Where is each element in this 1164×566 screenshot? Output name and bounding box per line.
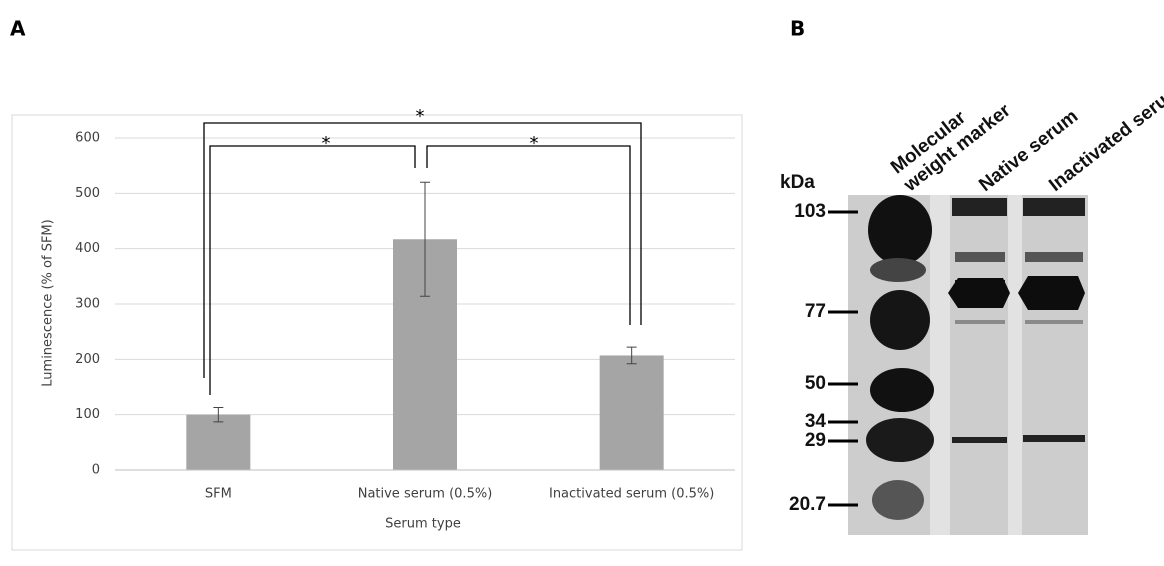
- y-tick-label: 100: [75, 407, 100, 422]
- marker-label: 34: [805, 411, 827, 432]
- y-tick-label: 500: [75, 186, 100, 201]
- significance-label: *: [530, 133, 539, 154]
- gel-image: [848, 195, 1088, 535]
- y-tick-label: 300: [75, 297, 100, 312]
- panel-label: A: [10, 17, 26, 41]
- figure: A B Serum type Luminescence (% of SFM) k…: [0, 0, 1164, 562]
- x-tick-label: Native serum (0.5%): [358, 487, 493, 502]
- x-tick-label: Inactivated serum (0.5%): [549, 487, 714, 502]
- gel-unit: kDa: [780, 172, 815, 193]
- panel-label: B: [790, 17, 805, 41]
- y-tick-label: 200: [75, 352, 100, 367]
- x-tick-label: SFM: [205, 487, 232, 502]
- lane-label: Inactivated serum: [1045, 80, 1164, 196]
- marker-label: 103: [794, 201, 826, 222]
- chart-frame: [12, 115, 742, 550]
- significance-bracket: [427, 146, 630, 325]
- significance-bracket: [210, 146, 415, 395]
- x-axis-label: Serum type: [385, 517, 461, 532]
- marker-label: 77: [805, 301, 826, 322]
- marker-label: 29: [805, 430, 826, 451]
- marker-label: 20.7: [789, 494, 826, 515]
- marker-label: 50: [805, 373, 826, 394]
- y-tick-label: 600: [75, 131, 100, 146]
- y-tick-label: 0: [92, 463, 100, 478]
- significance-label: *: [322, 133, 331, 154]
- y-tick-label: 400: [75, 241, 100, 256]
- bar: [600, 355, 664, 470]
- y-axis-label: Luminescence (% of SFM): [41, 219, 56, 386]
- bar: [186, 415, 250, 470]
- significance-label: *: [416, 106, 425, 127]
